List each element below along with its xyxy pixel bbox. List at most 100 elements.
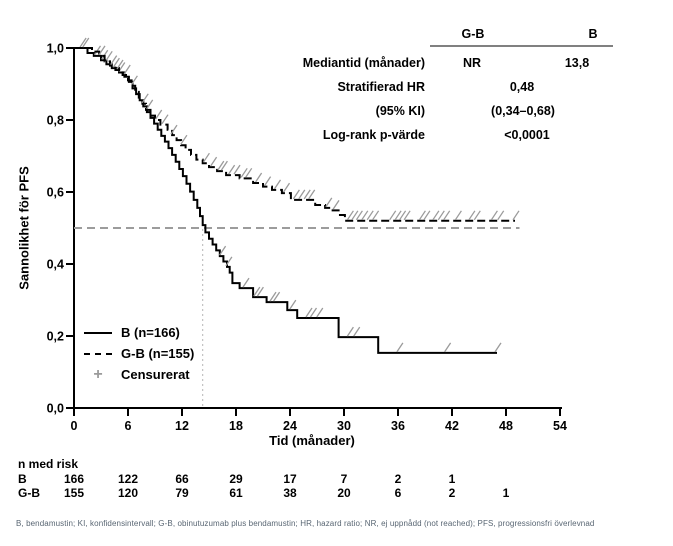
stats-value-median-b: 13,8 xyxy=(564,56,590,70)
censor-mark xyxy=(217,160,225,171)
censor-mark xyxy=(225,256,233,267)
censor-mark xyxy=(473,210,481,221)
censor-mark xyxy=(298,189,306,200)
b-curve xyxy=(74,47,497,354)
censor-mark xyxy=(309,307,318,318)
censor-mark xyxy=(228,164,236,175)
censor-mark xyxy=(79,37,87,48)
censor-mark xyxy=(146,99,154,110)
solid-line-sample xyxy=(84,331,112,334)
censor-mark xyxy=(256,286,264,297)
censor-mark xyxy=(444,342,452,353)
censor-mark xyxy=(273,179,282,190)
stats-col-header-gb: G-B xyxy=(461,27,485,41)
x-tick-label: 42 xyxy=(445,419,459,433)
censor-mark xyxy=(303,189,311,200)
censor-mark xyxy=(394,210,402,221)
tick-labels: 1,0 0,8 0,6 0,4 0,2 0,0 0 6 12 18 24 30 36 42 48 54 xyxy=(47,42,567,434)
stats-row-label-ci: (95% KI) xyxy=(375,104,425,118)
risk-row-label: G-B xyxy=(18,486,40,500)
risk-count: 2 xyxy=(394,472,402,486)
censor-mark xyxy=(308,189,316,200)
censor-mark xyxy=(98,45,106,56)
footnote: B, bendamustin; KI, konfidensintervall; … xyxy=(16,519,595,528)
censor-mark xyxy=(490,210,498,221)
risk-count: 1 xyxy=(448,472,456,486)
censor-mark xyxy=(219,245,227,256)
censor-mark xyxy=(82,37,90,48)
censor-mark xyxy=(245,167,253,178)
censor-mark xyxy=(366,210,374,221)
legend-label-gb: G-B (n=155) xyxy=(121,346,195,361)
risk-count: 7 xyxy=(340,472,348,486)
censor-mark xyxy=(255,172,263,183)
risk-count: 66 xyxy=(175,472,189,486)
censor-mark xyxy=(180,134,188,145)
censor-mark xyxy=(403,210,411,221)
censor-mark xyxy=(355,210,363,221)
risk-count: 79 xyxy=(175,486,189,500)
risk-count: 38 xyxy=(283,486,297,500)
censor-mark xyxy=(443,210,451,221)
censor-mark xyxy=(130,75,138,86)
censored-plus-icon: + xyxy=(93,365,103,383)
censor-mark xyxy=(269,291,277,302)
x-tick-label: 54 xyxy=(553,419,567,433)
x-tick-label: 36 xyxy=(391,419,405,433)
legend-item-gb: G-B (n=155) xyxy=(84,343,194,364)
censor-mark xyxy=(351,210,359,221)
risk-count: 29 xyxy=(229,472,243,486)
censor-mark xyxy=(316,307,324,318)
stats-value-hr: 0,48 xyxy=(509,80,535,94)
risk-count: 1 xyxy=(502,486,510,500)
risk-count: 120 xyxy=(117,486,139,500)
censor-mark xyxy=(512,210,520,221)
censor-mark xyxy=(437,210,445,221)
censor-mark xyxy=(240,167,248,178)
censor-mark xyxy=(396,342,404,353)
censor-mark xyxy=(372,210,380,221)
stats-row-label-hr: Stratifierad HR xyxy=(337,80,425,94)
censor-mark xyxy=(361,210,369,221)
stats-table-rule xyxy=(430,45,613,47)
censor-mark xyxy=(161,114,169,125)
censor-mark xyxy=(93,45,102,56)
risk-count: 61 xyxy=(229,486,243,500)
y-tick-label: 0,2 xyxy=(47,330,64,344)
censor-mark xyxy=(418,210,426,221)
censor-mark xyxy=(494,342,502,353)
x-tick-label: 12 xyxy=(175,419,189,433)
censor-mark xyxy=(155,109,163,120)
censor-mark xyxy=(105,50,113,61)
censor-mark xyxy=(112,57,120,68)
censor-mark xyxy=(116,59,124,70)
censor-mark xyxy=(253,286,261,297)
y-tick-label: 0,0 xyxy=(47,402,64,416)
censor-mark xyxy=(282,182,291,193)
censor-mark xyxy=(242,277,250,288)
x-tick-label: 48 xyxy=(499,419,513,433)
x-tick-label: 6 xyxy=(125,419,132,433)
censor-mark xyxy=(101,49,109,60)
x-tick-label: 30 xyxy=(337,419,351,433)
censor-mark xyxy=(497,210,505,221)
x-tick-label: 24 xyxy=(283,419,297,433)
stats-row-label-median: Mediantid (månader) xyxy=(302,56,425,70)
censor-mark xyxy=(170,124,178,135)
dashed-line-sample xyxy=(84,352,112,355)
stats-value-ci: (0,34–0,68) xyxy=(491,104,555,118)
censor-mark xyxy=(220,160,228,171)
censor-mark xyxy=(264,176,272,186)
legend-item-b: B (n=166) xyxy=(84,322,194,343)
censor-mark xyxy=(289,299,297,310)
censor-mark xyxy=(233,164,241,175)
gb-curve xyxy=(74,47,515,222)
censor-mark xyxy=(273,291,281,302)
y-tick-label: 0,6 xyxy=(47,186,64,200)
censor-mark xyxy=(423,210,431,221)
risk-count: 17 xyxy=(283,472,297,486)
censor-mark xyxy=(325,197,333,208)
censor-mark xyxy=(110,55,118,66)
